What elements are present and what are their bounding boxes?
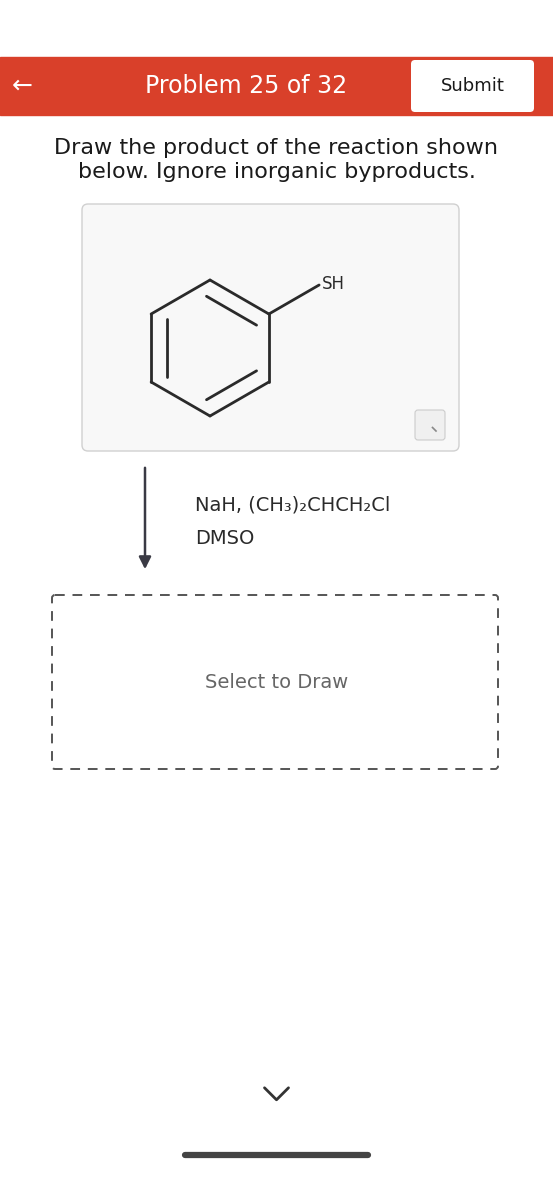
Text: Draw the product of the reaction shown: Draw the product of the reaction shown — [55, 138, 498, 158]
FancyBboxPatch shape — [415, 410, 445, 440]
Text: ←: ← — [12, 74, 33, 98]
Text: below. Ignore inorganic byproducts.: below. Ignore inorganic byproducts. — [77, 162, 476, 182]
Text: SH: SH — [322, 275, 345, 293]
Text: Submit: Submit — [441, 77, 504, 95]
Text: NaH, (CH₃)₂CHCH₂Cl: NaH, (CH₃)₂CHCH₂Cl — [195, 496, 390, 515]
Text: Select to Draw: Select to Draw — [205, 672, 348, 691]
FancyBboxPatch shape — [82, 204, 459, 451]
Text: Problem 25 of 32: Problem 25 of 32 — [145, 74, 348, 98]
FancyBboxPatch shape — [411, 60, 534, 112]
Text: DMSO: DMSO — [195, 528, 254, 547]
Bar — [0, 56, 553, 115]
FancyBboxPatch shape — [52, 595, 498, 769]
